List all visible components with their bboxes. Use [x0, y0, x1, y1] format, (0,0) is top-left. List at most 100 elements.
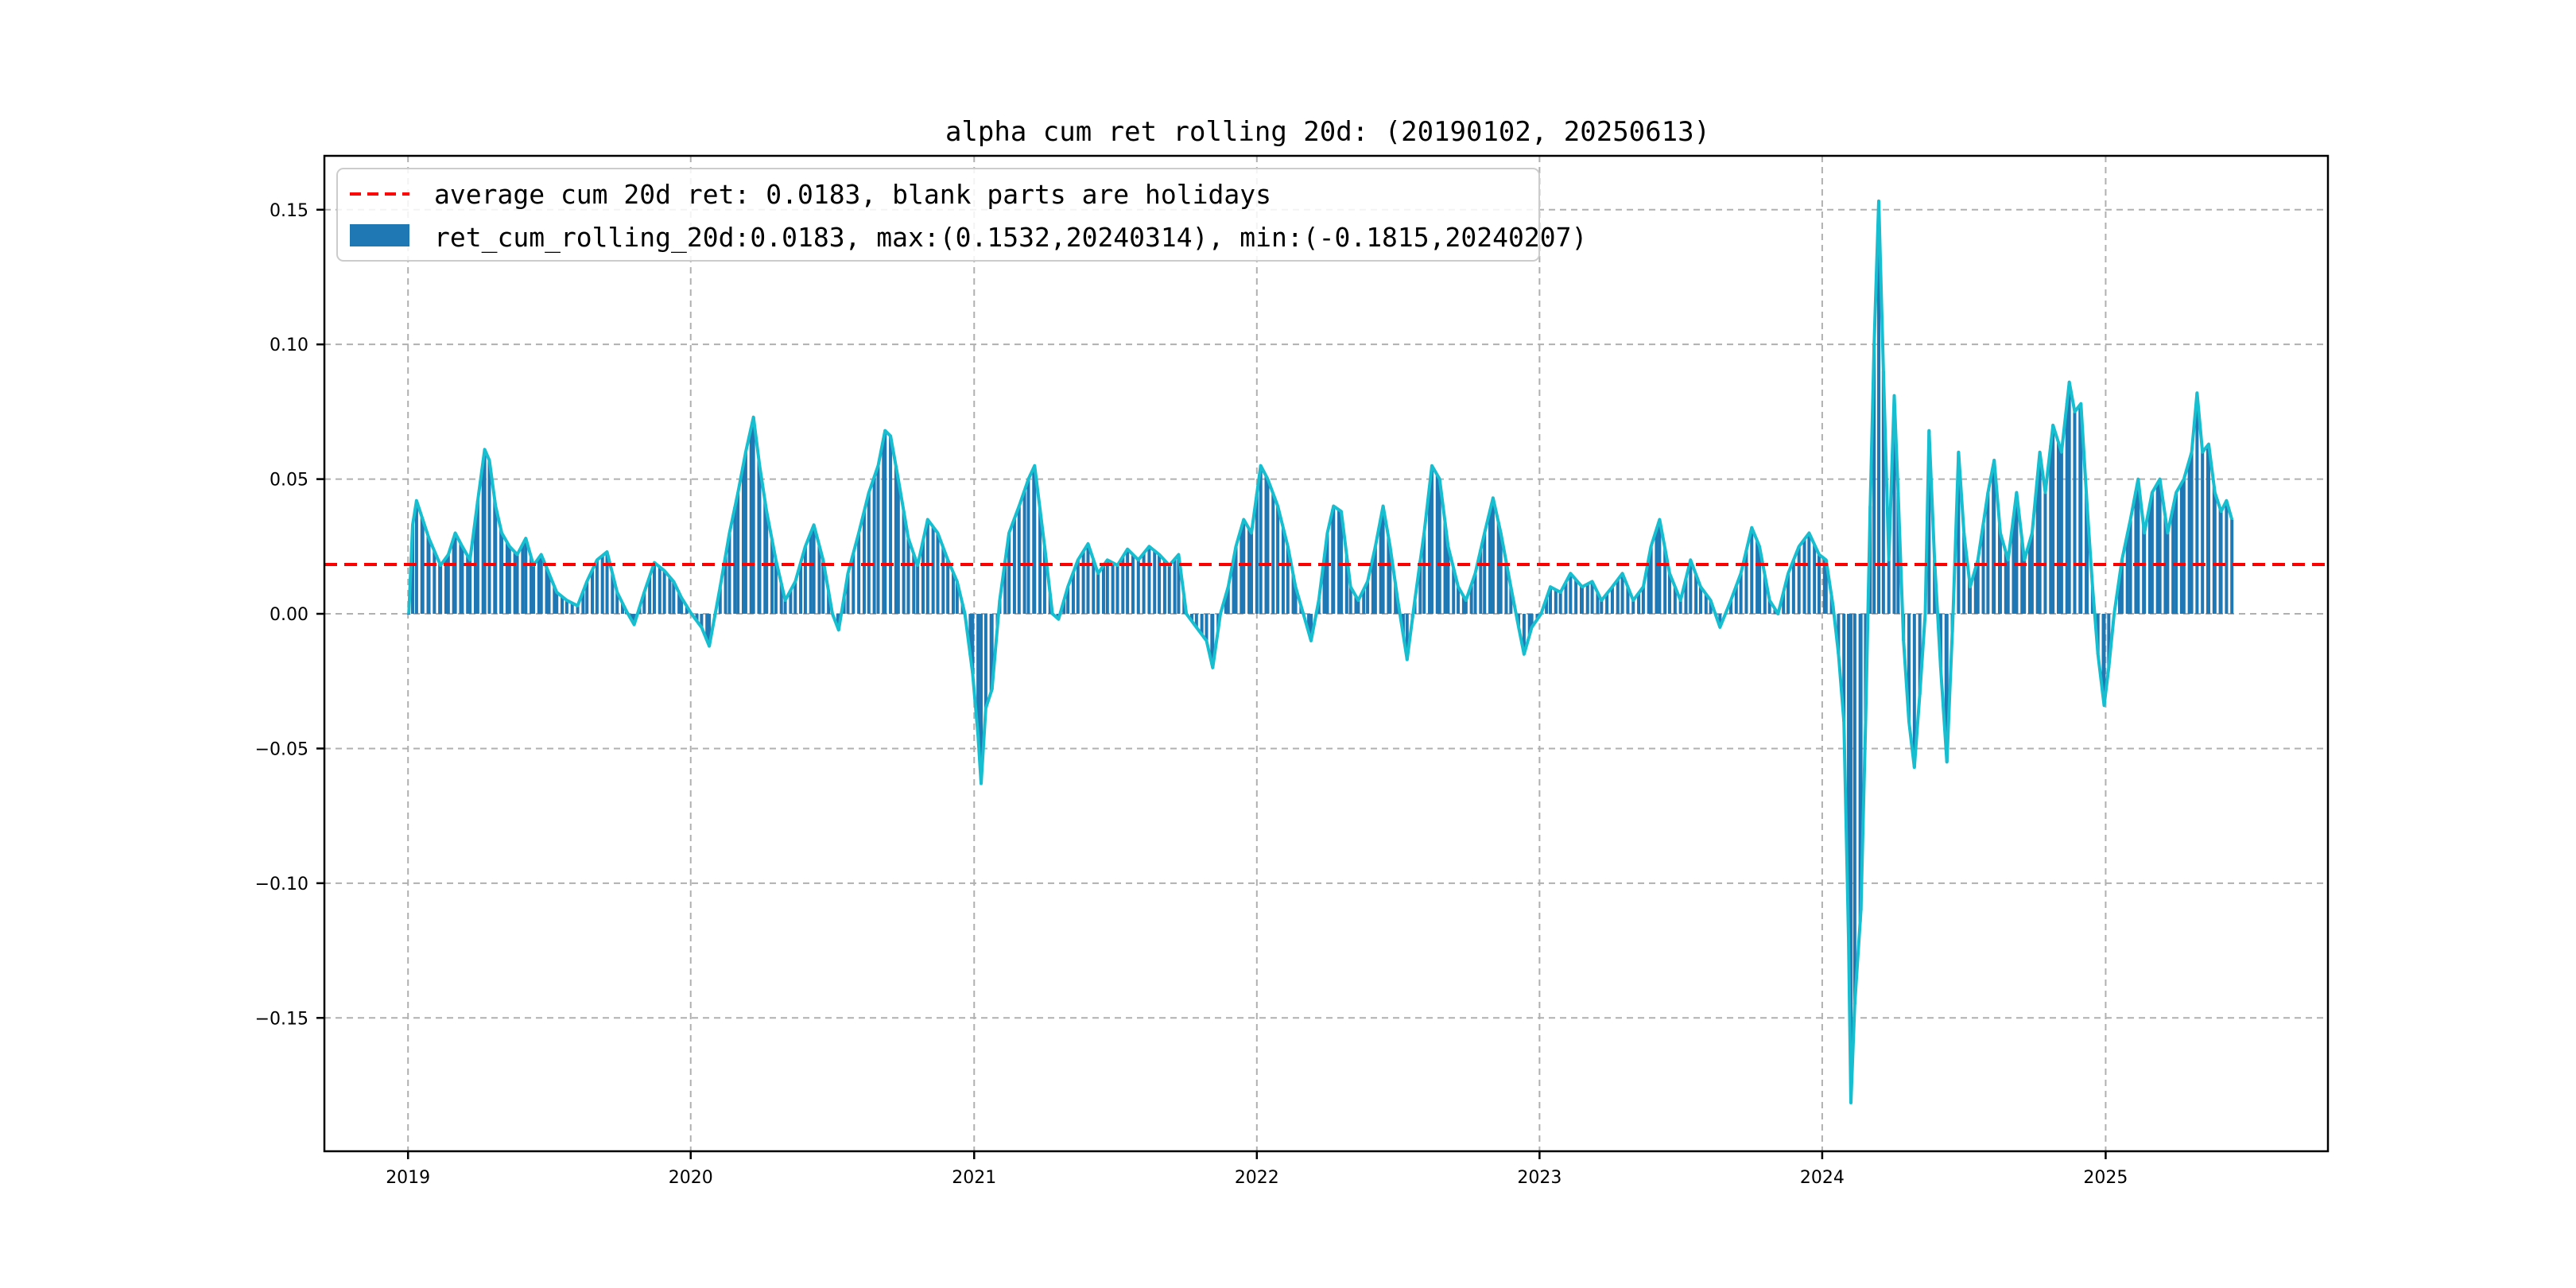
bar: [1600, 600, 1604, 615]
bar: [1499, 533, 1503, 615]
bar: [705, 614, 709, 641]
bar: [2096, 614, 2100, 654]
bar: [1247, 529, 1251, 615]
bar: [1096, 573, 1100, 615]
bar: [2059, 452, 2063, 615]
bar: [2147, 504, 2151, 615]
bar: [2166, 533, 2170, 615]
bar: [642, 592, 646, 615]
y-tick-label: 0.00: [270, 605, 308, 625]
bar: [2051, 425, 2055, 615]
bar: [1388, 546, 1392, 615]
bar: [515, 554, 519, 615]
bar: [611, 573, 615, 615]
bar: [1616, 580, 1620, 615]
bar: [1022, 490, 1026, 615]
bar: [872, 476, 876, 615]
ret-line: [407, 199, 2234, 1104]
bar: [1136, 560, 1140, 615]
bar: [1428, 486, 1432, 615]
bar: [570, 603, 574, 615]
bar: [1177, 554, 1181, 615]
y-tick-label: −0.15: [255, 1009, 308, 1029]
x-tick-label: 2020: [669, 1168, 713, 1188]
bar: [852, 553, 855, 615]
bar: [727, 533, 731, 615]
legend-average-line-label: average cum 20d ret: 0.0183, blank parts…: [434, 179, 1271, 210]
bar: [1322, 557, 1326, 615]
bar: [2136, 479, 2140, 615]
bar: [1824, 560, 1828, 615]
bar: [668, 576, 672, 615]
bar: [1957, 452, 1961, 615]
bar: [700, 614, 704, 627]
bar: [955, 581, 959, 615]
x-tick-label: 2023: [1517, 1168, 1562, 1188]
bar: [1918, 614, 1922, 695]
x-axis: 2019 2020 2021 2022 2023 2024 2025: [386, 1151, 2128, 1188]
bar: [916, 565, 920, 615]
bar: [2079, 403, 2083, 615]
bar: [770, 539, 774, 615]
bar: [1554, 589, 1558, 615]
bar: [765, 511, 769, 615]
bar: [411, 525, 415, 615]
bar: [1354, 596, 1358, 615]
bar: [427, 538, 431, 615]
bar: [1574, 580, 1578, 615]
bar: [951, 572, 955, 615]
bar: [883, 430, 887, 615]
bar: [1418, 561, 1422, 615]
bar: [1744, 550, 1748, 615]
bar: [453, 533, 457, 615]
bar: [2158, 479, 2162, 615]
bar: [2120, 560, 2124, 615]
bar: [799, 562, 803, 615]
bar: [1782, 592, 1786, 615]
bar: [1509, 587, 1513, 615]
bar: [1457, 587, 1461, 615]
bar: [1194, 614, 1198, 627]
bar: [1121, 557, 1125, 615]
bar: [1558, 592, 1562, 615]
bar: [1763, 575, 1767, 615]
bar: [468, 560, 472, 615]
bar: [2102, 614, 2106, 706]
bar: [1641, 587, 1645, 615]
bar: [2150, 492, 2154, 615]
bar: [896, 479, 900, 615]
bar: [537, 557, 541, 615]
bar: [1461, 596, 1465, 615]
bar: [2143, 533, 2147, 615]
bar: [1092, 559, 1096, 615]
bar: [615, 592, 619, 615]
bar: [1998, 533, 2002, 615]
bar: [2134, 491, 2138, 615]
bar: [1224, 595, 1228, 615]
bar: [1446, 546, 1450, 615]
y-tick-label: −0.05: [255, 739, 308, 759]
bar: [1847, 614, 1851, 937]
bar: [1158, 554, 1162, 615]
bar: [724, 555, 727, 615]
bar: [652, 562, 656, 615]
bar: [1153, 550, 1157, 615]
bar: [1339, 511, 1343, 615]
bar: [1276, 506, 1280, 615]
bar: [718, 587, 722, 615]
bar: [1818, 554, 1821, 615]
bar: [889, 436, 893, 615]
bar: [1126, 549, 1130, 615]
bar: [1758, 546, 1762, 615]
bar: [1678, 600, 1682, 615]
bar: [1787, 573, 1790, 615]
bar: [1062, 600, 1066, 615]
bar: [1026, 479, 1030, 615]
bar: [1162, 560, 1166, 615]
bar: [1348, 587, 1352, 615]
bar: [2190, 452, 2194, 615]
bar: [1750, 527, 1754, 615]
bar: [749, 427, 753, 615]
bar: [1115, 565, 1119, 615]
